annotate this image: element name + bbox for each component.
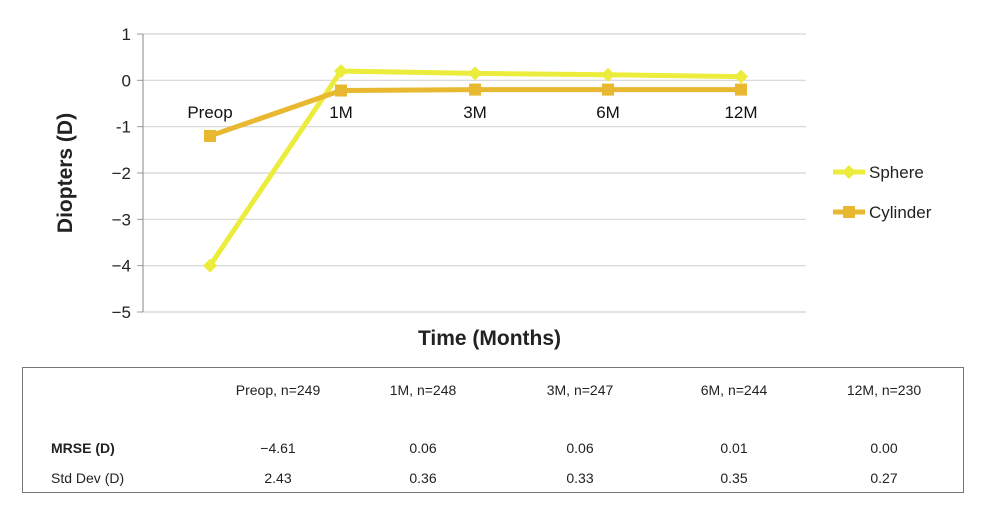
data-point bbox=[601, 67, 615, 82]
legend-marker bbox=[842, 165, 856, 179]
table-cell: 0.36 bbox=[409, 470, 437, 486]
x-category-label: 3M bbox=[463, 103, 487, 122]
y-tick-label: −4 bbox=[112, 257, 131, 276]
table-header-cell: 12M, n=230 bbox=[846, 382, 922, 398]
legend-label: Cylinder bbox=[869, 203, 932, 222]
table-header-cell: 6M, n=244 bbox=[700, 382, 768, 398]
table-cell: 0.27 bbox=[870, 470, 898, 486]
x-category-label: 6M bbox=[596, 103, 620, 122]
y-tick-label: 1 bbox=[122, 25, 131, 44]
y-tick-label: −5 bbox=[112, 303, 131, 322]
data-point bbox=[468, 66, 482, 81]
y-tick-label: −2 bbox=[112, 164, 131, 183]
x-category-label: Preop bbox=[187, 103, 232, 122]
data-point bbox=[735, 83, 747, 96]
table-cell: 0.33 bbox=[566, 470, 594, 486]
data-point bbox=[469, 83, 481, 96]
table-cell: 0.06 bbox=[409, 440, 437, 456]
legend-marker bbox=[843, 206, 855, 218]
data-point bbox=[602, 83, 614, 96]
row-label: MRSE (D) bbox=[51, 440, 115, 456]
summary-table: Preop, n=249 1M, n=248 3M, n=247 6M, n=2… bbox=[22, 367, 964, 493]
y-tick-label: −3 bbox=[112, 210, 131, 229]
y-tick-label: 0 bbox=[122, 71, 131, 90]
y-tick-label: -1 bbox=[116, 118, 131, 137]
data-point bbox=[734, 69, 748, 84]
x-axis-label: Time (Months) bbox=[418, 327, 561, 350]
table-cell: −4.61 bbox=[260, 440, 296, 456]
x-category-label: 12M bbox=[724, 103, 757, 122]
data-point bbox=[204, 129, 216, 142]
y-axis-label: Diopters (D) bbox=[54, 113, 77, 233]
table-cell: 0.00 bbox=[870, 440, 898, 456]
x-category-label: 1M bbox=[329, 103, 353, 122]
table-header-cell: 3M, n=247 bbox=[546, 382, 614, 398]
row-label: Std Dev (D) bbox=[51, 470, 125, 486]
data-point bbox=[334, 64, 348, 79]
legend-label: Sphere bbox=[869, 163, 924, 182]
chart-canvas: 1 0 -1 −2 −3 −4 −5 Diopters (D) Time (Months) Pre… bbox=[54, 25, 932, 350]
table-header-row: Preop, n=249 1M, n=248 3M, n=247 6M, n=2… bbox=[23, 382, 963, 406]
data-point bbox=[203, 258, 217, 273]
data-point bbox=[335, 84, 347, 97]
table-row: MRSE (D) −4.61 0.06 0.06 0.01 0.00 bbox=[23, 440, 963, 464]
line-chart: 1 0 -1 −2 −3 −4 −5 Diopters (D) Time (Months) Pre… bbox=[54, 25, 932, 350]
table-cell: 0.06 bbox=[566, 440, 594, 456]
table-cell: 2.43 bbox=[264, 470, 292, 486]
table-cell: 0.35 bbox=[720, 470, 748, 486]
table-cell: 0.01 bbox=[720, 440, 748, 456]
table-row: Std Dev (D) 2.43 0.36 0.33 0.35 0.27 bbox=[23, 470, 963, 494]
table-header-cell: Preop, n=249 bbox=[235, 382, 321, 398]
series-line bbox=[207, 68, 742, 268]
table-header-cell: 1M, n=248 bbox=[389, 382, 457, 398]
